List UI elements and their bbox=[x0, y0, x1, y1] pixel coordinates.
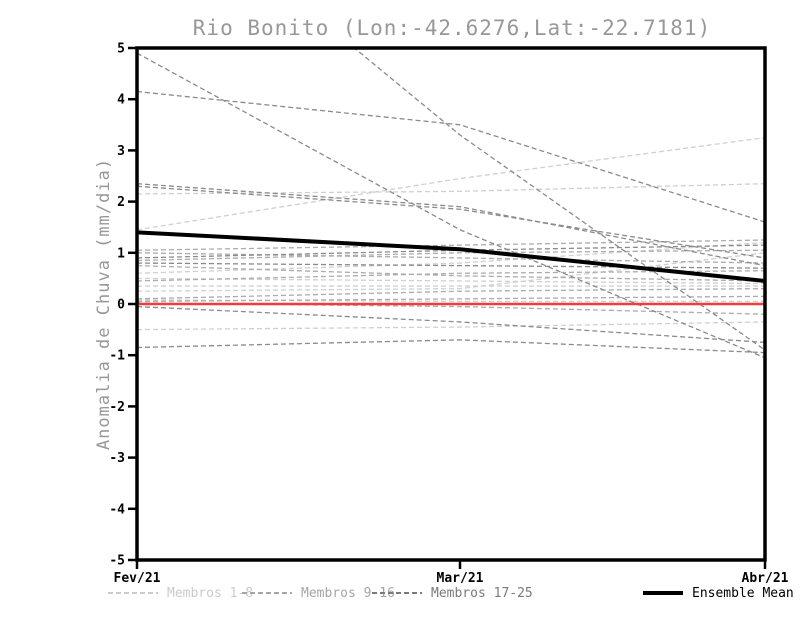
y-tick-label: -1 bbox=[109, 349, 125, 364]
legend-item-ensemble-mean: Ensemble Mean bbox=[643, 584, 794, 602]
legend-item-membros-1-8: Membros 1-8 bbox=[108, 584, 253, 602]
member-line bbox=[137, 239, 765, 251]
member-line bbox=[137, 252, 765, 292]
member-line bbox=[137, 52, 765, 359]
member-line bbox=[137, 136, 765, 231]
chart-title: Rio Bonito (Lon:-42.6276,Lat:-22.7181) bbox=[192, 16, 712, 40]
member-line bbox=[137, 183, 765, 195]
member-line bbox=[137, 321, 765, 331]
member-line bbox=[137, 305, 765, 344]
y-tick-label: 1 bbox=[117, 246, 125, 261]
solid-line-swatch bbox=[643, 591, 683, 595]
dashed-line-swatch bbox=[372, 592, 422, 594]
members-group-membros-17-25 bbox=[137, 48, 765, 359]
member-line bbox=[137, 264, 765, 282]
y-tick-label: 2 bbox=[117, 195, 125, 210]
x-tick-label: Fev/21 bbox=[114, 571, 161, 586]
legend-item-membros-17-25: Membros 17-25 bbox=[372, 584, 533, 602]
member-line bbox=[137, 339, 765, 354]
y-tick-label: -3 bbox=[109, 451, 125, 466]
members-group-membros-1-8 bbox=[137, 136, 765, 331]
member-line bbox=[137, 287, 765, 300]
y-tick-label: -5 bbox=[109, 554, 125, 569]
y-tick-label: 0 bbox=[117, 298, 125, 313]
legend-label: Membros 1-8 bbox=[167, 585, 254, 601]
y-tick-label: -2 bbox=[109, 400, 125, 415]
member-line bbox=[137, 299, 765, 303]
ensemble-mean-line bbox=[137, 230, 765, 283]
member-line bbox=[137, 90, 765, 223]
x-axis-ticks: Fev/21 Mar/21 Abr/21 bbox=[114, 561, 789, 586]
y-tick-label: 5 bbox=[117, 42, 125, 57]
legend-item-membros-9-16: Membros 9-16 bbox=[242, 584, 395, 602]
legend-label: Membros 17-25 bbox=[431, 585, 533, 601]
member-line bbox=[137, 252, 765, 264]
y-tick-label: 4 bbox=[117, 93, 125, 108]
chart-legend: Membros 1-8 Membros 9-16 Membros 17-25 Ense… bbox=[0, 584, 800, 610]
member-line bbox=[137, 270, 765, 282]
dashed-line-swatch bbox=[108, 592, 158, 594]
y-tick-label: 3 bbox=[117, 144, 125, 159]
member-line bbox=[137, 262, 765, 269]
member-line bbox=[137, 183, 765, 267]
member-line bbox=[137, 277, 765, 285]
y-axis-ticks: 5 4 3 2 1 0 -1 -2 -3 -4 -5 bbox=[109, 42, 136, 569]
y-tick-label: -4 bbox=[109, 502, 125, 517]
x-tick-label: Abr/21 bbox=[742, 571, 789, 586]
member-line bbox=[353, 48, 765, 351]
legend-label: Membros 9-16 bbox=[301, 585, 395, 601]
member-line bbox=[137, 249, 765, 262]
x-tick-label: Mar/21 bbox=[437, 571, 484, 586]
axes-frame bbox=[135, 46, 767, 562]
member-line bbox=[137, 295, 765, 303]
member-line bbox=[137, 241, 765, 274]
member-line bbox=[137, 185, 765, 259]
dashed-line-swatch bbox=[242, 592, 292, 594]
legend-label: Ensemble Mean bbox=[692, 585, 794, 601]
